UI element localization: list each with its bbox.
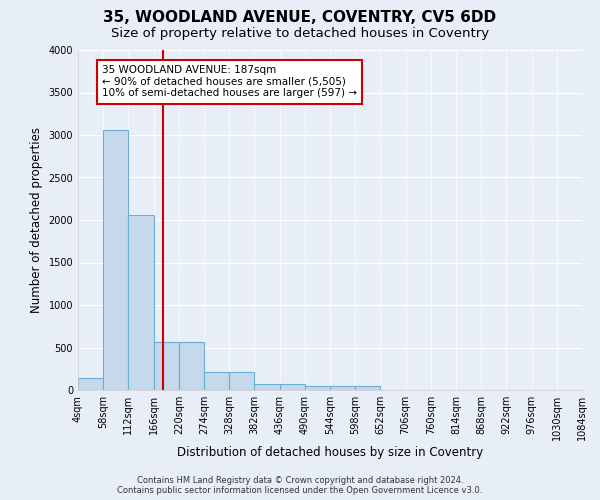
Bar [103,130,128,390]
Bar [128,215,154,390]
Bar [229,372,254,390]
Bar [154,342,179,390]
Bar [355,386,380,390]
Text: Size of property relative to detached houses in Coventry: Size of property relative to detached ho… [111,28,489,40]
Bar [179,342,204,390]
X-axis label: Distribution of detached houses by size in Coventry: Distribution of detached houses by size … [177,446,483,458]
Bar [254,384,280,390]
Bar [280,384,305,390]
Text: 35, WOODLAND AVENUE, COVENTRY, CV5 6DD: 35, WOODLAND AVENUE, COVENTRY, CV5 6DD [103,10,497,25]
Bar [305,386,330,390]
Bar [330,386,355,390]
Y-axis label: Number of detached properties: Number of detached properties [30,127,43,313]
Text: Contains HM Land Registry data © Crown copyright and database right 2024.
Contai: Contains HM Land Registry data © Crown c… [118,476,482,495]
Bar [78,378,103,390]
Text: 35 WOODLAND AVENUE: 187sqm
← 90% of detached houses are smaller (5,505)
10% of s: 35 WOODLAND AVENUE: 187sqm ← 90% of deta… [102,66,357,98]
Bar [204,372,229,390]
